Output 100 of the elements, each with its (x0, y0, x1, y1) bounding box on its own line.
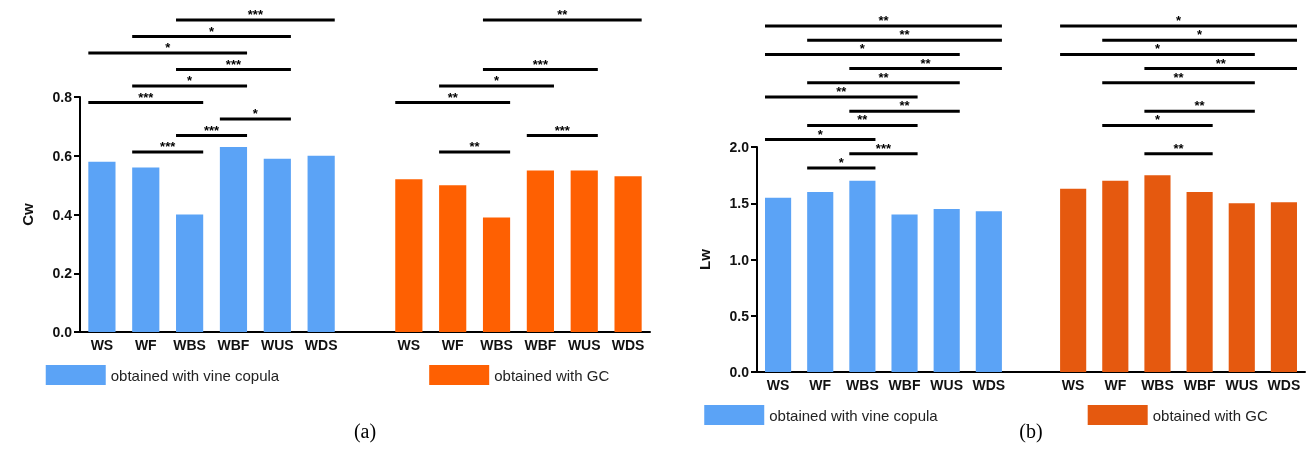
text: * (1197, 27, 1204, 43)
bar (1186, 192, 1213, 372)
annotation: *** (554, 122, 571, 138)
bar (807, 192, 834, 372)
bar (132, 167, 160, 332)
text: * (209, 23, 216, 39)
bar (765, 197, 792, 372)
text: * (494, 73, 501, 88)
x-tick-label: WF (441, 337, 465, 353)
annotation: ** (1173, 140, 1185, 156)
text: *** (247, 7, 264, 22)
bar (975, 211, 1002, 372)
x-tick-label: WDS (611, 337, 645, 353)
y-tick-label: 1.5 (729, 195, 750, 212)
annotation: * (838, 155, 845, 170)
text: ** (920, 55, 932, 71)
y-tick-label: 1.0 (729, 251, 750, 268)
x-tick-label: WBS (1141, 377, 1174, 393)
text: * (1176, 13, 1183, 28)
x-tick-label: WDS (972, 377, 1006, 393)
x-tick-label: WBS (173, 337, 206, 353)
bar (395, 179, 423, 332)
x-tick-label: WBF (1183, 377, 1216, 393)
x-tick-label: WF (1104, 377, 1127, 393)
legend-label: obtained with vine copula (769, 406, 939, 424)
text: ** (1215, 55, 1227, 71)
text: * (817, 126, 824, 142)
bar (614, 176, 642, 332)
text: (a) (353, 420, 377, 443)
bar (176, 214, 204, 332)
text: *** (225, 56, 242, 72)
x-tick-label: WUS (567, 337, 601, 353)
y-tick-label: 0.0 (729, 364, 750, 380)
text: ** (1173, 69, 1185, 85)
x-tick-label: WBF (524, 337, 557, 353)
y-tick-label: 0.5 (729, 307, 750, 324)
y-axis-title: Lw (696, 248, 713, 270)
bar (891, 214, 918, 372)
bar (219, 146, 248, 332)
text: * (1154, 112, 1161, 128)
x-tick-label: WUS (260, 337, 294, 353)
annotation: * (252, 106, 259, 121)
bar (1228, 203, 1255, 372)
x-tick-label: WS (1061, 377, 1085, 393)
bar (1060, 188, 1087, 372)
y-tick-label: 0.2 (52, 265, 73, 282)
y-tick-label: 0.6 (52, 147, 73, 164)
y-tick-label: 0.0 (52, 324, 73, 340)
x-tick-label: WUS (930, 377, 964, 393)
text: ** (557, 7, 569, 22)
x-tick-label: WUS (1225, 377, 1259, 393)
annotation: ** (447, 89, 459, 105)
x-tick-label: WBS (846, 377, 879, 393)
text: ** (878, 69, 890, 85)
bar (88, 161, 116, 332)
text: ** (899, 27, 911, 43)
annotation: *** (160, 139, 177, 154)
bar (526, 170, 554, 332)
x-tick-label: WF (809, 377, 832, 393)
text: ** (857, 112, 869, 128)
bar (439, 185, 467, 332)
bar (482, 217, 511, 332)
legend-label: obtained with vine copula (110, 366, 280, 384)
y-tick-label: 0.8 (52, 89, 73, 105)
x-tick-label: WDS (304, 337, 338, 353)
bar (1270, 202, 1297, 372)
annotation: *** (203, 122, 221, 138)
bar (1144, 175, 1171, 372)
y-tick-label: 2.0 (729, 139, 750, 155)
bar (307, 155, 335, 332)
text: * (187, 73, 194, 88)
annotation: *** (138, 89, 155, 105)
bar (849, 180, 876, 372)
text: (b) (1019, 420, 1043, 443)
x-tick-label: WBS (480, 337, 513, 353)
x-tick-label: WS (766, 377, 790, 393)
x-tick-label: WDS (1267, 377, 1301, 393)
legend-label: obtained with GC (1152, 406, 1268, 424)
annotation: ** (469, 139, 481, 154)
y-tick-label: 0.4 (52, 206, 73, 223)
text: ** (878, 13, 890, 28)
text: * (165, 40, 172, 55)
x-tick-label: WF (134, 337, 158, 353)
text: ** (836, 84, 848, 99)
text: ** (1194, 98, 1206, 114)
text: * (859, 41, 866, 57)
text: * (1154, 41, 1161, 57)
x-tick-label: WS (90, 337, 114, 353)
legend-label: obtained with GC (494, 366, 610, 384)
text: ** (899, 98, 911, 114)
bar (1102, 180, 1129, 372)
text: *** (532, 56, 549, 72)
x-tick-label: WBF (217, 337, 250, 353)
bar (570, 170, 598, 332)
x-tick-label: WBF (888, 377, 921, 393)
annotation: *** (875, 140, 892, 156)
bar (933, 208, 960, 372)
bar (263, 158, 291, 332)
x-tick-label: WS (397, 337, 421, 353)
y-axis-title: Cw (19, 202, 36, 226)
